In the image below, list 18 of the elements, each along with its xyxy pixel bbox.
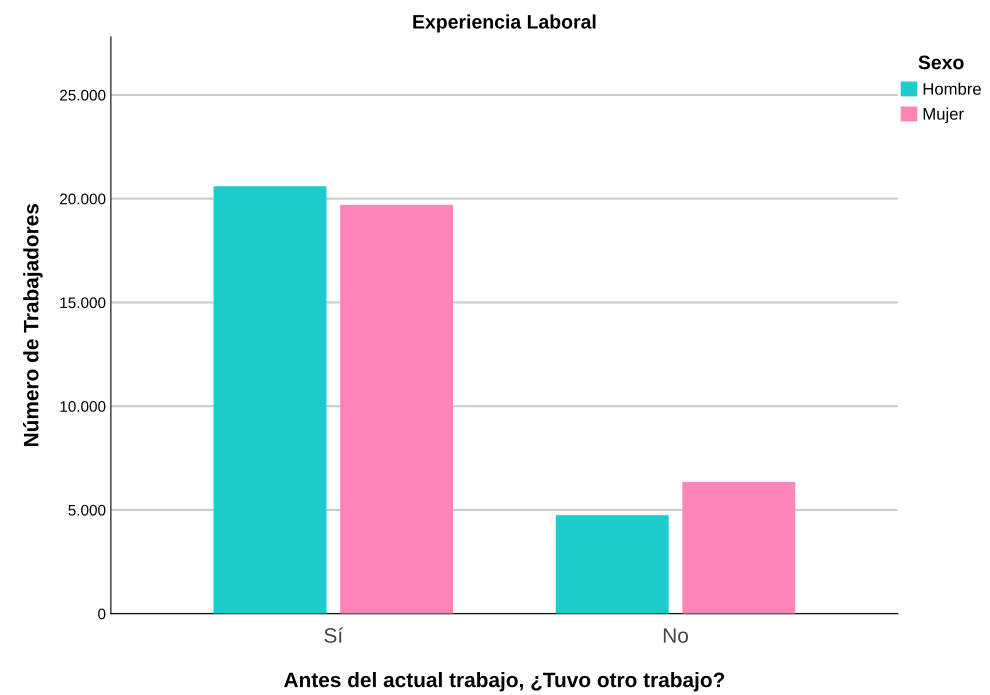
y-tick-label: 0 bbox=[98, 608, 106, 620]
y-tick-label: 15.000 bbox=[60, 297, 106, 308]
x-axis-title: Antes del actual trabajo, ¿Tuvo otro trabajo? bbox=[284, 672, 724, 692]
y-tick-label: 10.000 bbox=[60, 401, 106, 412]
bar bbox=[682, 482, 796, 614]
y-tick-label: 25.000 bbox=[60, 90, 106, 101]
bar bbox=[556, 515, 669, 614]
y-tick-label: 20.000 bbox=[60, 194, 106, 204]
bar bbox=[340, 204, 454, 614]
legend-label: Hombre bbox=[924, 82, 981, 95]
bar bbox=[214, 186, 326, 614]
legend-title: Sexo bbox=[918, 56, 964, 70]
x-tick-label: No bbox=[664, 628, 688, 643]
chart-title: Experiencia Laboral bbox=[413, 14, 596, 33]
legend-label: Mujer bbox=[924, 108, 964, 124]
y-tick-label: 5.000 bbox=[68, 504, 106, 516]
y-axis-title: Número de Trabajadores bbox=[23, 204, 43, 446]
x-tick-label: Sí bbox=[324, 627, 344, 643]
